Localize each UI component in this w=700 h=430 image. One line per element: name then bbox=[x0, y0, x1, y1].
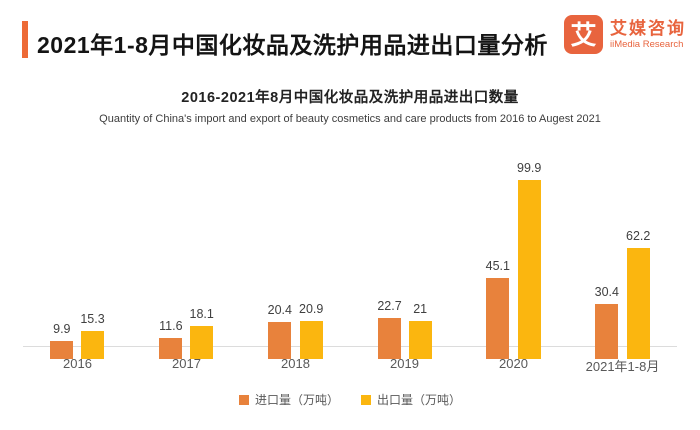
chart-legend: 进口量（万吨） 出口量（万吨） bbox=[23, 391, 677, 408]
import-bar bbox=[378, 318, 401, 359]
import-bar-value-label: 11.6 bbox=[159, 319, 183, 333]
export-bar-column: 21 bbox=[408, 302, 432, 359]
import-bar-value-label: 20.4 bbox=[267, 303, 292, 318]
import-bar-value-label: 45.1 bbox=[485, 259, 510, 273]
chart-title: 2016-2021年8月中国化妆品及洗护用品进出口数量 bbox=[181, 90, 519, 106]
logo-mark-character: 艾 bbox=[570, 19, 597, 50]
x-axis-label: 2020 bbox=[499, 356, 528, 371]
bar-group: 22.7 21 bbox=[350, 161, 459, 359]
bar-group: 45.1 99.9 bbox=[459, 161, 568, 359]
import-bar-column: 11.6 bbox=[159, 319, 183, 359]
export-bar-value-label: 62.2 bbox=[626, 228, 651, 243]
import-bar-column: 20.4 bbox=[268, 303, 292, 359]
import-bar-column: 45.1 bbox=[486, 259, 510, 359]
legend-label: 出口量（万吨） bbox=[377, 393, 462, 407]
export-bar bbox=[81, 331, 104, 359]
export-bar bbox=[190, 326, 214, 359]
export-bar bbox=[408, 321, 432, 359]
export-bar-value-label: 21 bbox=[413, 302, 428, 317]
chart-subtitle: Quantity of China's import and export of… bbox=[99, 113, 601, 125]
bar-group: 9.9 15.3 bbox=[23, 161, 132, 359]
bar-group: 30.4 62.2 bbox=[568, 161, 677, 359]
imedia-logo-icon: 艾 bbox=[564, 15, 603, 54]
export-bar-value-label: 15.3 bbox=[80, 312, 105, 327]
bar-chart: 9.9 15.3 11.6 18.1 20.4 20.9 22.7 21 45.1 99.9 30.… bbox=[23, 161, 677, 359]
import-bar bbox=[595, 304, 619, 359]
legend-item-import: 进口量（万吨） bbox=[238, 391, 339, 408]
export-bar-column: 99.9 bbox=[517, 161, 541, 359]
x-axis-label: 2017 bbox=[172, 356, 201, 371]
title-accent-bar bbox=[22, 21, 28, 58]
import-bar-column: 9.9 bbox=[50, 322, 74, 359]
bar-group: 11.6 18.1 bbox=[132, 161, 241, 359]
import-bar-value-label: 30.4 bbox=[594, 285, 619, 300]
export-bar bbox=[626, 247, 650, 359]
logo-brand-en: iiMedia Research bbox=[610, 38, 684, 50]
export-bar-column: 62.2 bbox=[626, 229, 650, 359]
import-bar bbox=[268, 322, 292, 359]
export-bar-value-label: 99.9 bbox=[517, 161, 542, 175]
export-bar-value-label: 18.1 bbox=[189, 307, 214, 322]
x-axis-label: 2021年1-8月 bbox=[585, 359, 660, 374]
legend-swatch-icon bbox=[238, 394, 249, 405]
import-bar bbox=[50, 341, 74, 359]
import-bar-value-label: 22.7 bbox=[377, 299, 402, 314]
x-axis-label: 2019 bbox=[390, 356, 419, 371]
x-axis-label: 2016 bbox=[63, 356, 92, 371]
export-bar bbox=[299, 321, 323, 359]
x-axis-label: 2018 bbox=[281, 356, 310, 371]
legend-swatch-icon bbox=[361, 394, 371, 405]
export-bar-column: 18.1 bbox=[189, 307, 214, 359]
logo-text: 艾媒咨询 iiMedia Research bbox=[610, 19, 686, 50]
export-bar-column: 15.3 bbox=[80, 312, 105, 359]
export-bar bbox=[517, 180, 541, 359]
import-bar-column: 30.4 bbox=[594, 285, 619, 359]
plot-wrap: 9.9 15.3 11.6 18.1 20.4 20.9 22.7 21 45.1 99.9 30.… bbox=[23, 161, 677, 408]
logo-brand-cn: 艾媒咨询 bbox=[610, 19, 686, 39]
imedia-logo: 艾 艾媒咨询 iiMedia Research bbox=[564, 15, 686, 54]
x-axis-labels: 2016 2017 2018 2019 2020 2021年1-8月 bbox=[23, 356, 677, 375]
export-bar-value-label: 20.9 bbox=[299, 302, 324, 317]
import-bar-column: 22.7 bbox=[377, 299, 402, 359]
export-bar-column: 20.9 bbox=[299, 302, 324, 359]
page-title: 2021年1-8月中国化妆品及洗护用品进出口量分析 bbox=[37, 32, 548, 58]
import-bar bbox=[159, 338, 183, 359]
import-bar-value-label: 9.9 bbox=[53, 322, 71, 336]
legend-label: 进口量（万吨） bbox=[254, 393, 339, 407]
bar-group: 20.4 20.9 bbox=[241, 161, 350, 359]
legend-item-export: 出口量（万吨） bbox=[361, 391, 461, 408]
report-header: 2021年1-8月中国化妆品及洗护用品进出口量分析 艾 艾媒咨询 iiMedia… bbox=[0, 0, 700, 72]
import-bar bbox=[486, 278, 510, 359]
chart-section: 2016-2021年8月中国化妆品及洗护用品进出口数量 Quantity of … bbox=[0, 86, 700, 408]
